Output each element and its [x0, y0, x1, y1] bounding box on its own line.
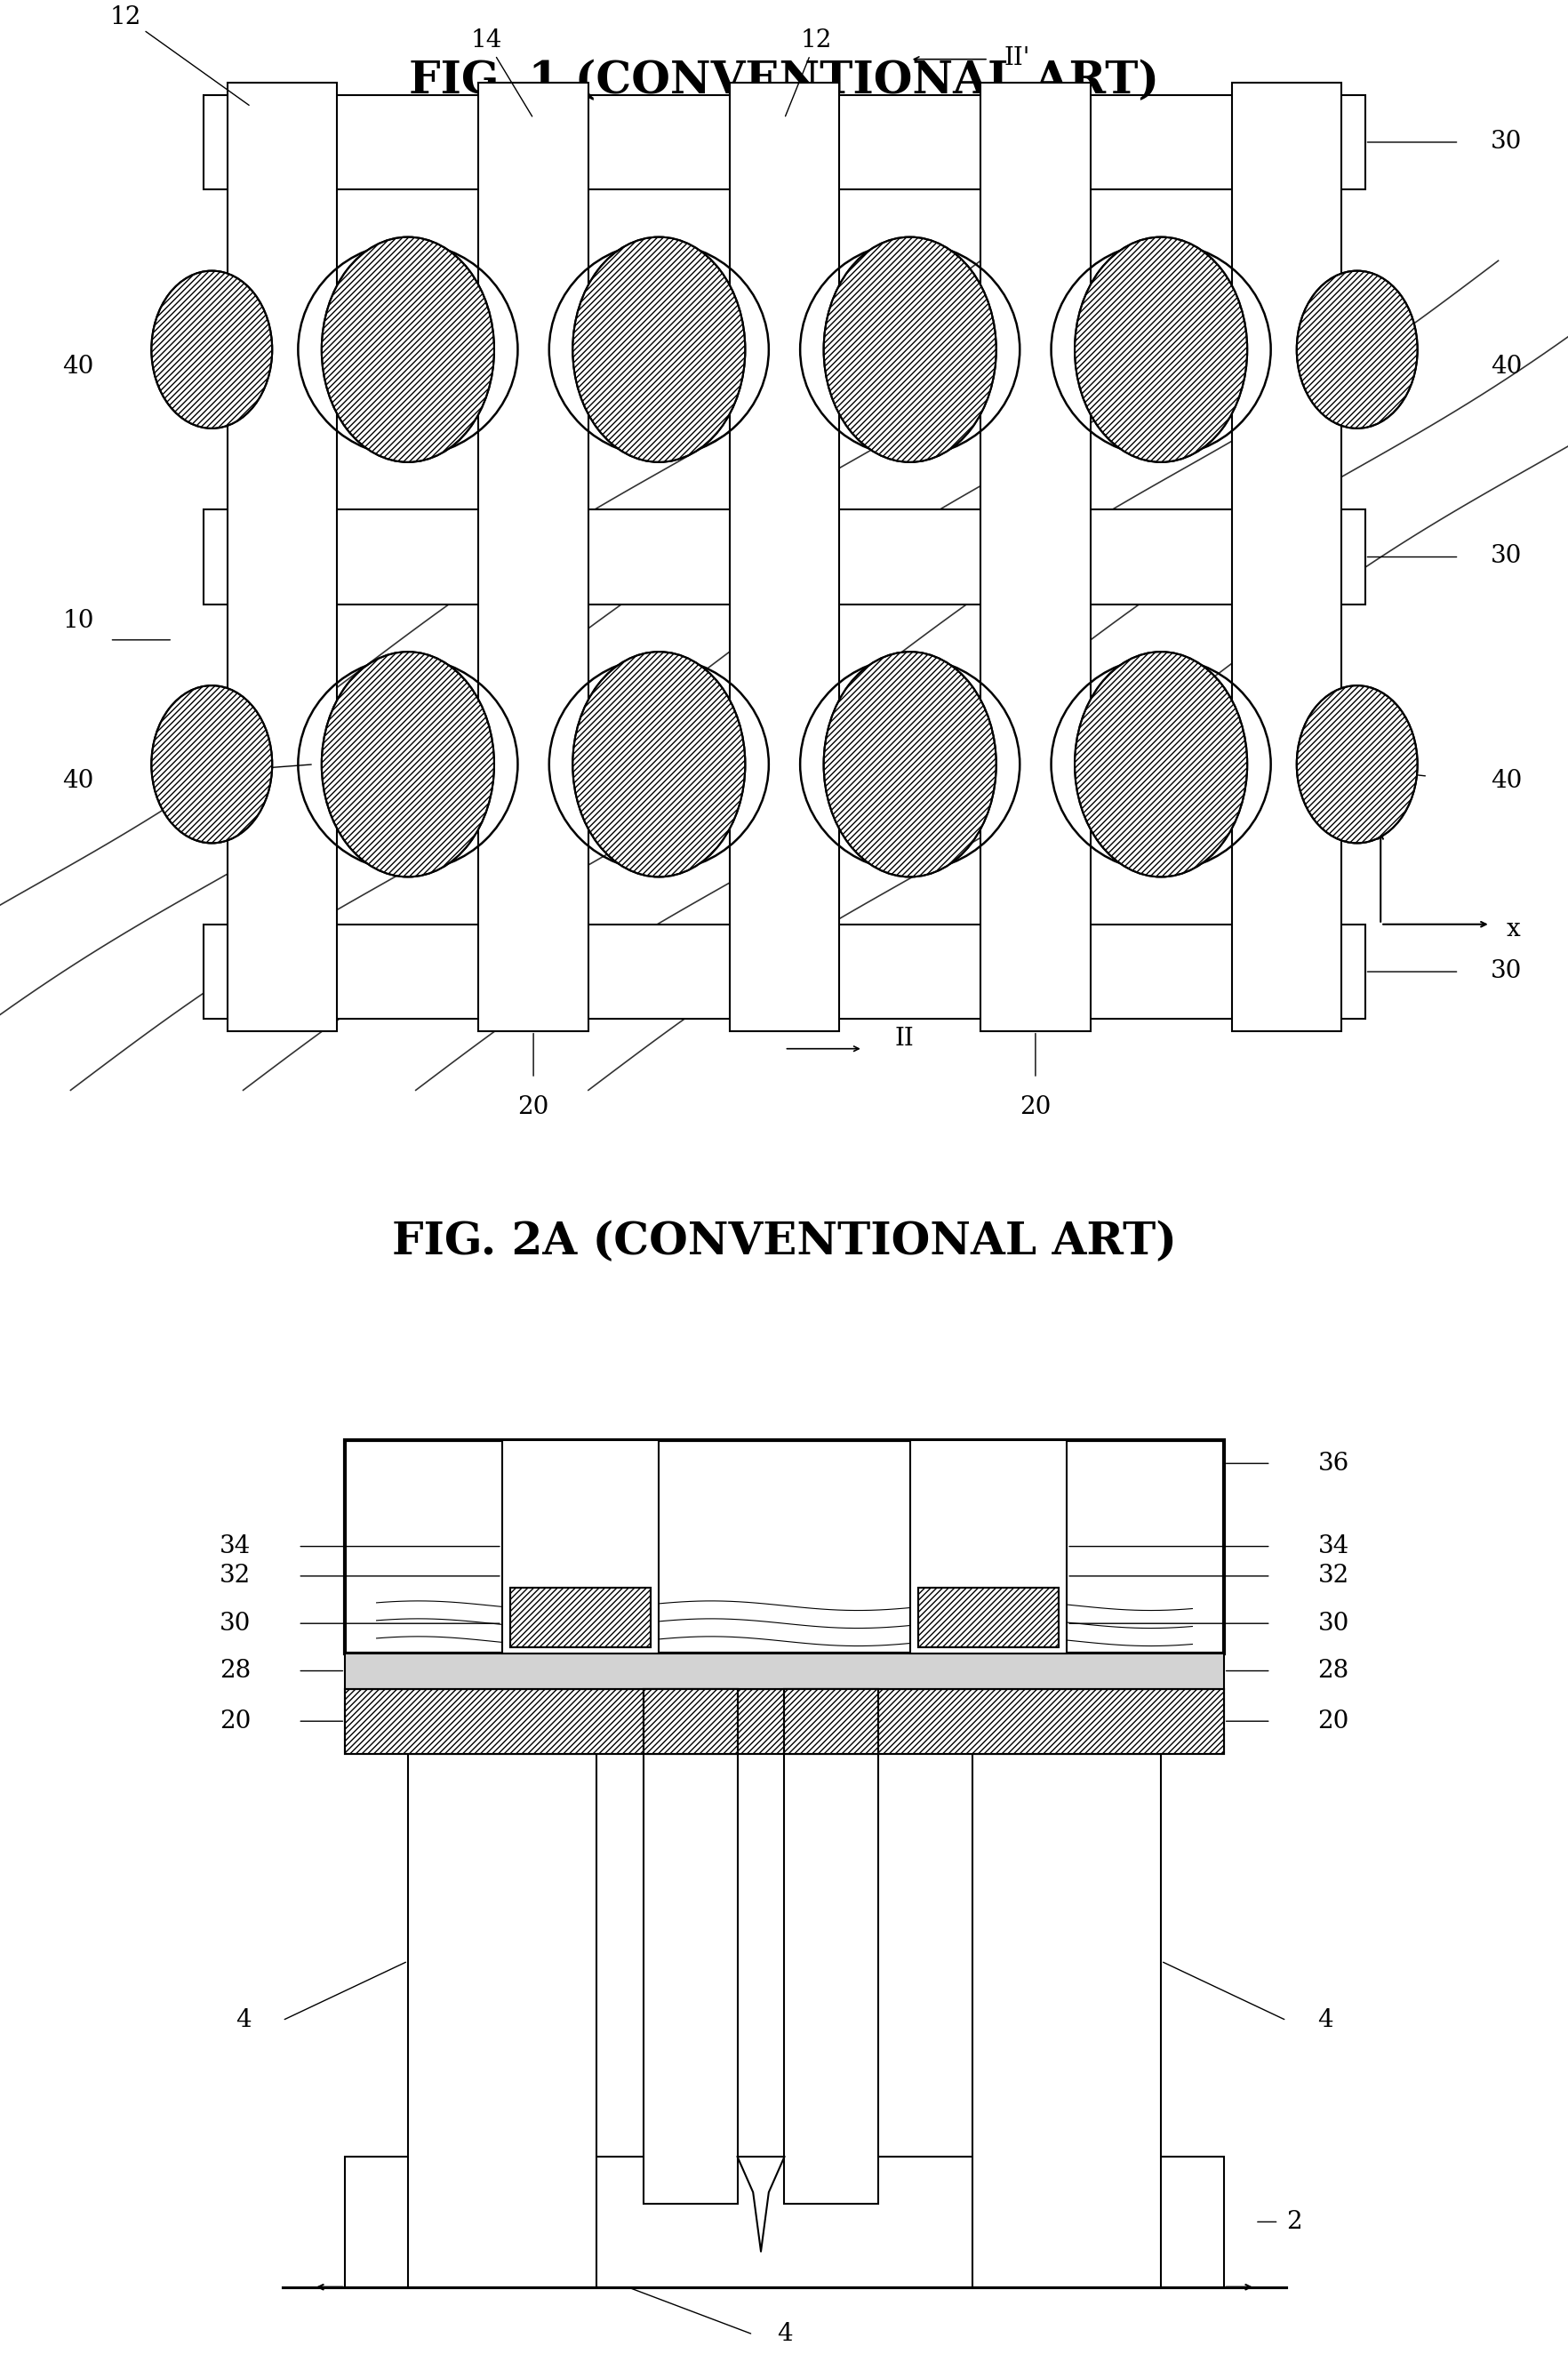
Ellipse shape — [321, 652, 494, 877]
Text: 28: 28 — [220, 1659, 251, 1683]
Bar — [204, 510, 1364, 604]
Text: II': II' — [1004, 47, 1030, 71]
Text: 12: 12 — [110, 5, 249, 104]
Ellipse shape — [1295, 685, 1417, 844]
Ellipse shape — [1074, 237, 1247, 462]
Bar — [345, 1687, 1223, 1754]
Ellipse shape — [1295, 270, 1417, 429]
Bar — [784, 1687, 878, 1754]
Bar — [784, 1754, 878, 2204]
Ellipse shape — [321, 237, 494, 462]
Ellipse shape — [1074, 652, 1247, 877]
Bar — [345, 1654, 1223, 1687]
Text: FIG. 2A (CONVENTIONAL ART): FIG. 2A (CONVENTIONAL ART) — [392, 1221, 1176, 1263]
Bar — [227, 83, 337, 1031]
Text: 4: 4 — [776, 2323, 792, 2346]
Bar — [972, 1754, 1160, 2287]
Text: 30: 30 — [1490, 130, 1521, 154]
Text: 12: 12 — [666, 1742, 698, 1766]
Text: 30: 30 — [1490, 545, 1521, 569]
Ellipse shape — [572, 652, 745, 877]
Text: 2: 2 — [1286, 2209, 1301, 2235]
Bar — [643, 1687, 737, 1754]
Text: 20: 20 — [517, 1095, 549, 1119]
Text: 4: 4 — [1317, 2007, 1333, 2033]
Text: 32: 32 — [220, 1564, 251, 1588]
Bar — [345, 1439, 1223, 1654]
Text: FIG. 1 (CONVENTIONAL ART): FIG. 1 (CONVENTIONAL ART) — [409, 59, 1159, 102]
Text: 20: 20 — [1317, 1709, 1348, 1732]
Text: 40: 40 — [1490, 355, 1521, 379]
Bar — [510, 1588, 651, 1647]
Text: 30: 30 — [220, 1612, 251, 1635]
Text: 40: 40 — [63, 355, 94, 379]
Bar — [917, 1588, 1058, 1647]
Bar — [204, 924, 1364, 1019]
Text: 4: 4 — [235, 2007, 251, 2033]
Text: 28: 28 — [1317, 1659, 1348, 1683]
Text: 12: 12 — [823, 1742, 855, 1766]
Text: 32: 32 — [1317, 1564, 1348, 1588]
Text: 36: 36 — [1317, 1450, 1348, 1477]
Ellipse shape — [823, 237, 996, 462]
Bar — [204, 95, 1364, 190]
Bar — [345, 1687, 1223, 1754]
Ellipse shape — [151, 270, 273, 429]
Ellipse shape — [823, 652, 996, 877]
Text: 30: 30 — [1490, 960, 1521, 984]
Bar — [345, 2157, 1223, 2287]
Text: 20: 20 — [1019, 1095, 1051, 1119]
Text: 10: 10 — [63, 609, 94, 633]
Bar — [408, 1754, 596, 2287]
Bar — [980, 83, 1090, 1031]
Bar — [784, 1687, 878, 1754]
Text: 40: 40 — [63, 770, 94, 794]
Text: 14: 14 — [470, 28, 532, 116]
Ellipse shape — [572, 237, 745, 462]
Text: 34: 34 — [220, 1533, 251, 1559]
Bar — [909, 1439, 1066, 1654]
Bar — [643, 1687, 737, 1754]
Bar — [1231, 83, 1341, 1031]
Text: y: y — [1364, 799, 1378, 822]
Text: 34: 34 — [1317, 1533, 1348, 1559]
Bar — [643, 1754, 737, 2204]
Bar — [478, 83, 588, 1031]
Text: 30: 30 — [1317, 1612, 1348, 1635]
Text: x: x — [1505, 917, 1519, 941]
Bar — [917, 1588, 1058, 1647]
Bar — [502, 1439, 659, 1654]
Bar — [510, 1588, 651, 1647]
Text: 40: 40 — [1490, 770, 1521, 794]
Text: 20: 20 — [220, 1709, 251, 1732]
Ellipse shape — [151, 685, 273, 844]
Bar — [729, 83, 839, 1031]
Text: 12: 12 — [786, 28, 831, 116]
Text: II: II — [894, 1026, 913, 1050]
